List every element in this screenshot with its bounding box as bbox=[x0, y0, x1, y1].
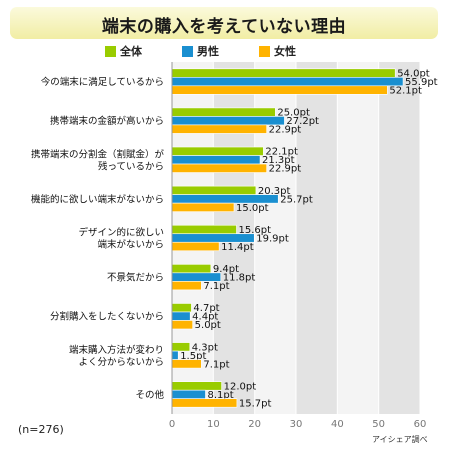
bar bbox=[171, 350, 179, 360]
grid-band bbox=[296, 62, 338, 414]
x-tick-label: 30 bbox=[290, 419, 303, 430]
bar bbox=[171, 311, 191, 321]
legend-swatch-all bbox=[105, 45, 116, 57]
category-label: 分割購入をしたくないから bbox=[50, 311, 164, 323]
bar-value-label: 15.7pt bbox=[239, 398, 272, 409]
bar-value-label: 55.9pt bbox=[405, 77, 438, 88]
legend-label-male: 男性 bbox=[197, 45, 219, 58]
category-label: 端末がないから bbox=[97, 239, 164, 251]
bar bbox=[171, 116, 285, 126]
title-bar: 端末の購入を考えていない理由 bbox=[10, 7, 438, 39]
bar-value-label: 4.7pt bbox=[193, 303, 219, 314]
category-label: 端末購入方法が変わり bbox=[69, 344, 164, 356]
bar bbox=[171, 359, 202, 369]
category-label: 不景気だから bbox=[107, 272, 164, 284]
bar bbox=[171, 303, 192, 313]
bar bbox=[171, 389, 206, 399]
bar bbox=[171, 202, 235, 212]
bar-value-label: 12.0pt bbox=[224, 381, 257, 392]
bar-value-label: 8.1pt bbox=[207, 390, 233, 401]
legend-item-female: 女性 bbox=[259, 43, 296, 59]
category-label: よく分からないから bbox=[78, 357, 164, 368]
bar-value-label: 20.3pt bbox=[258, 186, 291, 197]
x-tick-label: 20 bbox=[248, 419, 261, 430]
bar bbox=[171, 320, 193, 330]
category-label: 残っているから bbox=[98, 160, 164, 172]
category-label: 携帯端末の金額が高いから bbox=[50, 115, 164, 127]
grid-band bbox=[337, 62, 379, 414]
legend: 全体 男性 女性 bbox=[105, 44, 296, 58]
sample-size-note: (n=276) bbox=[18, 423, 64, 436]
source-note: アイシェア調べ bbox=[372, 435, 428, 444]
bar bbox=[171, 398, 238, 408]
bar-value-label: 15.6pt bbox=[238, 225, 271, 236]
bar-value-label: 22.9pt bbox=[269, 125, 302, 136]
category-label: 携帯端末の分割金（割賦金）が bbox=[31, 148, 165, 160]
legend-item-male: 男性 bbox=[182, 43, 219, 59]
legend-label-all: 全体 bbox=[120, 45, 142, 58]
bar-value-label: 7.1pt bbox=[203, 281, 229, 292]
bar bbox=[171, 163, 267, 173]
bar-value-label: 21.3pt bbox=[262, 155, 295, 166]
bar-value-label: 19.9pt bbox=[256, 233, 289, 244]
bar bbox=[171, 224, 237, 235]
bar bbox=[171, 77, 404, 87]
bar bbox=[171, 281, 202, 291]
bar bbox=[171, 146, 264, 156]
legend-label-female: 女性 bbox=[274, 45, 296, 58]
bar bbox=[171, 68, 396, 78]
bar bbox=[171, 124, 267, 134]
bar-value-label: 7.1pt bbox=[203, 359, 229, 370]
category-label: 今の端末に満足しているから bbox=[41, 76, 164, 88]
bar-value-label: 4.3pt bbox=[192, 342, 218, 353]
bar bbox=[171, 185, 257, 195]
bar-value-label: 25.7pt bbox=[280, 194, 313, 205]
bar-value-label: 15.0pt bbox=[236, 203, 269, 214]
x-tick-label: 50 bbox=[372, 419, 385, 430]
grid-band bbox=[378, 62, 420, 414]
legend-item-all: 全体 bbox=[105, 43, 142, 59]
bar-value-label: 9.4pt bbox=[213, 264, 239, 275]
bar bbox=[171, 264, 212, 274]
bar-value-label: 52.1pt bbox=[389, 86, 422, 97]
bar-value-label: 27.2pt bbox=[286, 116, 319, 127]
bar-value-label: 25.0pt bbox=[277, 108, 310, 119]
bar-value-label: 11.4pt bbox=[221, 242, 254, 253]
legend-swatch-male bbox=[182, 45, 193, 57]
x-tick-label: 10 bbox=[207, 419, 220, 430]
x-tick-label: 0 bbox=[169, 419, 175, 430]
bar-value-label: 22.1pt bbox=[265, 147, 298, 158]
bar-value-label: 54.0pt bbox=[397, 69, 430, 80]
legend-swatch-female bbox=[259, 45, 270, 57]
chart-title: 端末の購入を考えていない理由 bbox=[101, 17, 347, 37]
x-tick-label: 60 bbox=[414, 419, 427, 430]
bar-value-label: 22.9pt bbox=[269, 164, 302, 175]
bar bbox=[171, 241, 220, 252]
category-label: デザイン的に欲しい bbox=[78, 227, 164, 239]
bar-value-label: 11.8pt bbox=[223, 273, 256, 284]
bar-value-label: 4.4pt bbox=[192, 312, 218, 323]
bar-value-label: 1.5pt bbox=[180, 351, 206, 362]
category-label: 機能的に欲しい端末がないから bbox=[31, 193, 164, 205]
bar bbox=[171, 107, 276, 117]
bar bbox=[171, 155, 261, 165]
x-tick-label: 40 bbox=[331, 419, 344, 430]
category-label: その他 bbox=[135, 389, 164, 401]
bar-value-label: 5.0pt bbox=[195, 320, 221, 331]
bar bbox=[171, 85, 388, 95]
